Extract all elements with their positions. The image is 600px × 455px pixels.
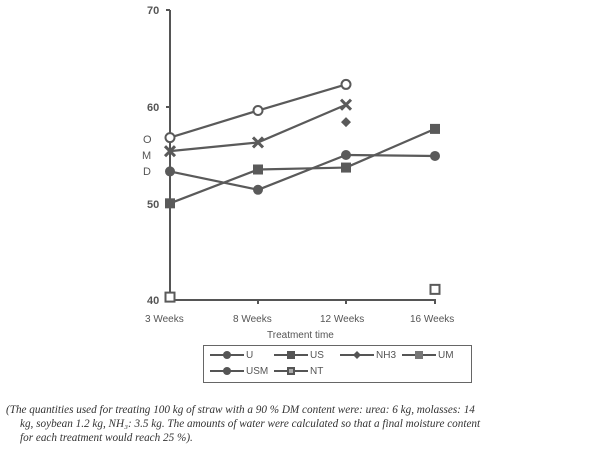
side-label-m: M	[142, 150, 151, 162]
data-point	[163, 145, 177, 158]
x-axis-title: Treatment time	[267, 330, 334, 341]
caption-line-2: kg, soybean 1.2 kg, NH₃: 3.5 kg. The amo…	[20, 418, 481, 430]
figure-caption: (The quantities used for treating 100 kg…	[6, 403, 596, 445]
y-tick-60: 60	[147, 102, 159, 114]
data-point	[339, 98, 353, 111]
data-point	[165, 198, 175, 209]
legend-item-us: US	[274, 349, 324, 361]
series-us	[165, 123, 440, 209]
x-tick-8wk: 8 Weeks	[233, 314, 272, 325]
y-tick-40: 40	[147, 295, 159, 307]
legend-item-um: UM	[402, 349, 454, 361]
y-tick-50: 50	[147, 199, 159, 211]
series-layer	[163, 78, 441, 303]
caption-line-3: for each treatment would reach 25 %).	[20, 432, 193, 444]
data-point	[341, 117, 351, 128]
data-point	[340, 78, 352, 90]
side-label-d: D	[143, 166, 151, 178]
data-point	[341, 162, 351, 173]
series-um	[163, 98, 353, 158]
series-nt	[164, 283, 441, 303]
data-point	[253, 164, 263, 175]
x-tick-16wk: 16 Weeks	[410, 314, 454, 325]
data-point	[341, 150, 351, 160]
data-point	[252, 105, 264, 117]
series-nh3	[341, 117, 351, 128]
data-point	[430, 150, 440, 161]
x-tick-3wk: 3 Weeks	[145, 314, 184, 325]
data-point	[164, 291, 176, 303]
data-point	[253, 184, 263, 195]
legend-item-usm: USM	[210, 365, 268, 377]
data-point	[251, 136, 265, 149]
side-label-o: O	[143, 134, 152, 146]
series-u	[164, 78, 352, 144]
y-tick-70: 70	[147, 5, 159, 17]
data-point	[430, 123, 440, 134]
data-point	[165, 166, 175, 177]
legend-item-u: U	[210, 349, 253, 361]
legend-item-nh3: NH3	[340, 349, 396, 361]
line-chart: 70 60 50 40 O M D 3 Weeks 8 Weeks 12 Wee…	[142, 5, 454, 341]
caption-line-1: (The quantities used for treating 100 kg…	[6, 404, 475, 416]
data-point	[429, 283, 441, 295]
x-tick-12wk: 12 Weeks	[320, 314, 364, 325]
data-point	[164, 132, 176, 144]
legend: U US NH3 UM USM NT	[203, 345, 472, 383]
legend-item-nt: NT	[274, 365, 323, 377]
series-usm	[165, 150, 440, 195]
